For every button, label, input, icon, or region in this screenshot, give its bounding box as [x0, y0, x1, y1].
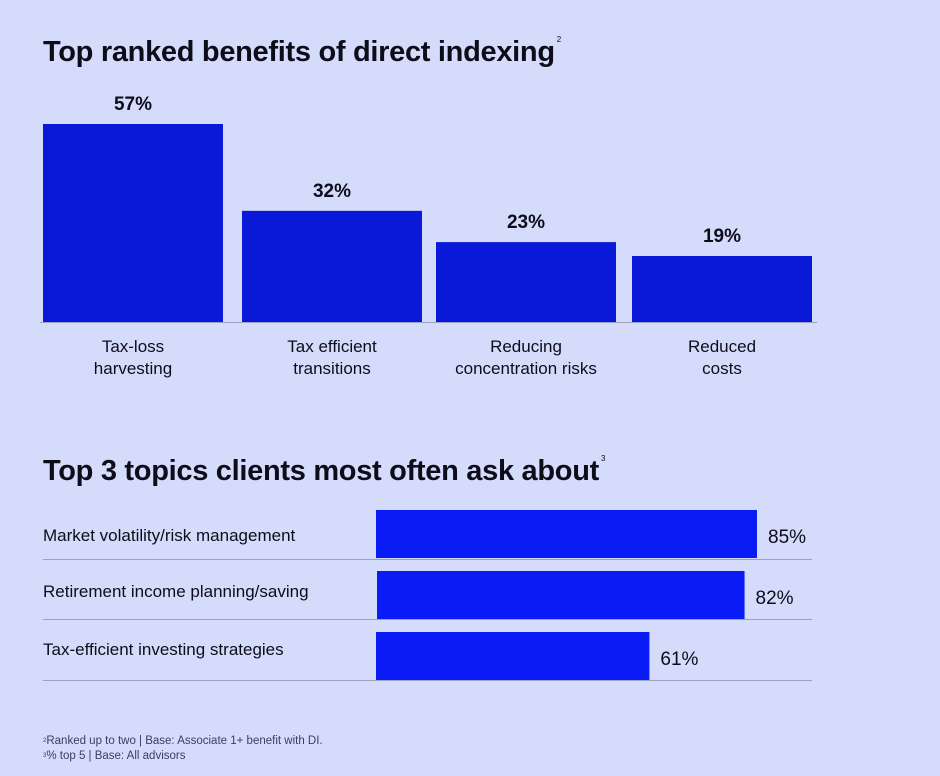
hbar-3 — [376, 632, 650, 680]
category-label-2: Tax efficient transitions — [287, 337, 377, 378]
chart2-title-text: Top 3 topics clients most often ask abou… — [43, 455, 599, 487]
bar-value-label-3: 23% — [507, 212, 545, 233]
hbar-category-label-3: Tax-efficient investing strategies — [43, 640, 284, 659]
category-label-3: Reducing concentration risks — [455, 337, 597, 378]
bar-4 — [632, 256, 812, 322]
hbar-category-label-2: Retirement income planning/saving — [43, 582, 309, 601]
category-label-4: Reduced costs — [688, 337, 756, 378]
footnote-1: 2Ranked up to two | Base: Associate 1+ b… — [43, 735, 323, 747]
bar-3 — [436, 242, 616, 322]
chart2-title: Top 3 topics clients most often ask abou… — [43, 454, 606, 487]
bar-value-label-1: 57% — [114, 94, 152, 115]
hbar-1 — [376, 510, 757, 558]
hbar-value-label-3: 61% — [660, 649, 698, 670]
footnote-2: 3% top 5 | Base: All advisors — [43, 750, 186, 762]
chart1-title-text: Top ranked benefits of direct indexing — [43, 36, 555, 68]
chart1-title: Top ranked benefits of direct indexing 2 — [43, 35, 561, 68]
bar-1 — [43, 124, 223, 322]
vertical-bar-chart: 57% Tax-loss harvesting 32% Tax efficient tra… — [40, 94, 817, 378]
bar-value-label-2: 32% — [313, 181, 351, 202]
chart1-footnote-marker: 2 — [556, 35, 561, 44]
chart2-footnote-marker: 3 — [600, 454, 606, 463]
footnotes: 2Ranked up to two | Base: Associate 1+ b… — [43, 734, 323, 764]
category-label-1: Tax-loss harvesting — [94, 337, 172, 378]
bar-value-label-4: 19% — [703, 226, 741, 247]
hbar-value-label-2: 82% — [756, 588, 794, 609]
hbar-value-label-1: 85% — [768, 527, 806, 548]
hbar-2 — [377, 571, 745, 619]
hbar-category-label-1: Market volatility/risk management — [43, 526, 296, 545]
bar-2 — [242, 210, 422, 322]
